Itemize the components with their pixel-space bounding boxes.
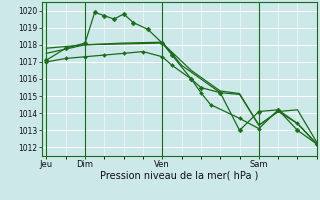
- X-axis label: Pression niveau de la mer( hPa ): Pression niveau de la mer( hPa ): [100, 171, 258, 181]
